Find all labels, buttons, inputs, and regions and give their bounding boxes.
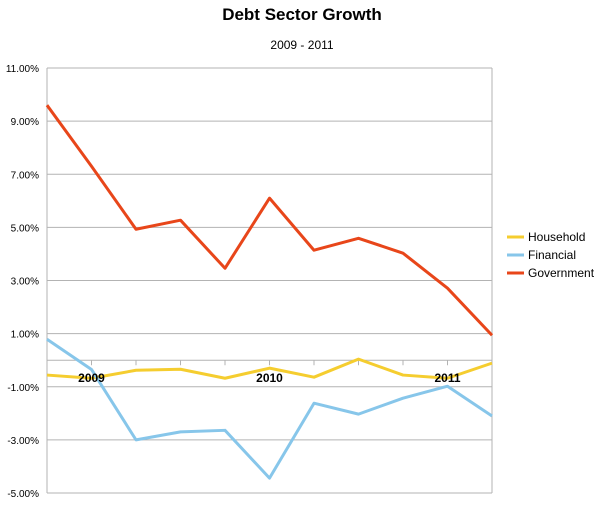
legend-label: Financial: [528, 248, 576, 262]
y-tick-label: -3.00%: [7, 436, 39, 447]
y-tick-label: -1.00%: [7, 383, 39, 394]
legend-label: Household: [528, 230, 585, 244]
series-line-government: [45, 104, 494, 337]
y-tick-label: 9.00%: [11, 117, 39, 128]
chart-subtitle: 2009 - 2011: [270, 38, 333, 52]
y-tick-label: 3.00%: [11, 277, 39, 288]
x-tick-label: 2009: [78, 371, 105, 385]
x-tick-label: 2010: [256, 371, 283, 385]
series-line-financial: [46, 337, 493, 480]
chart-title: Debt Sector Growth: [222, 5, 382, 24]
y-tick-label: 5.00%: [11, 223, 39, 234]
x-tick-label: 2011: [434, 371, 460, 385]
y-tick-label: 1.00%: [11, 330, 39, 341]
series-line-household: [46, 357, 493, 380]
y-tick-label: 7.00%: [11, 170, 39, 181]
y-tick-label: -5.00%: [7, 489, 39, 500]
legend-label: Government: [528, 266, 595, 280]
y-tick-label: 11.00%: [6, 64, 39, 75]
